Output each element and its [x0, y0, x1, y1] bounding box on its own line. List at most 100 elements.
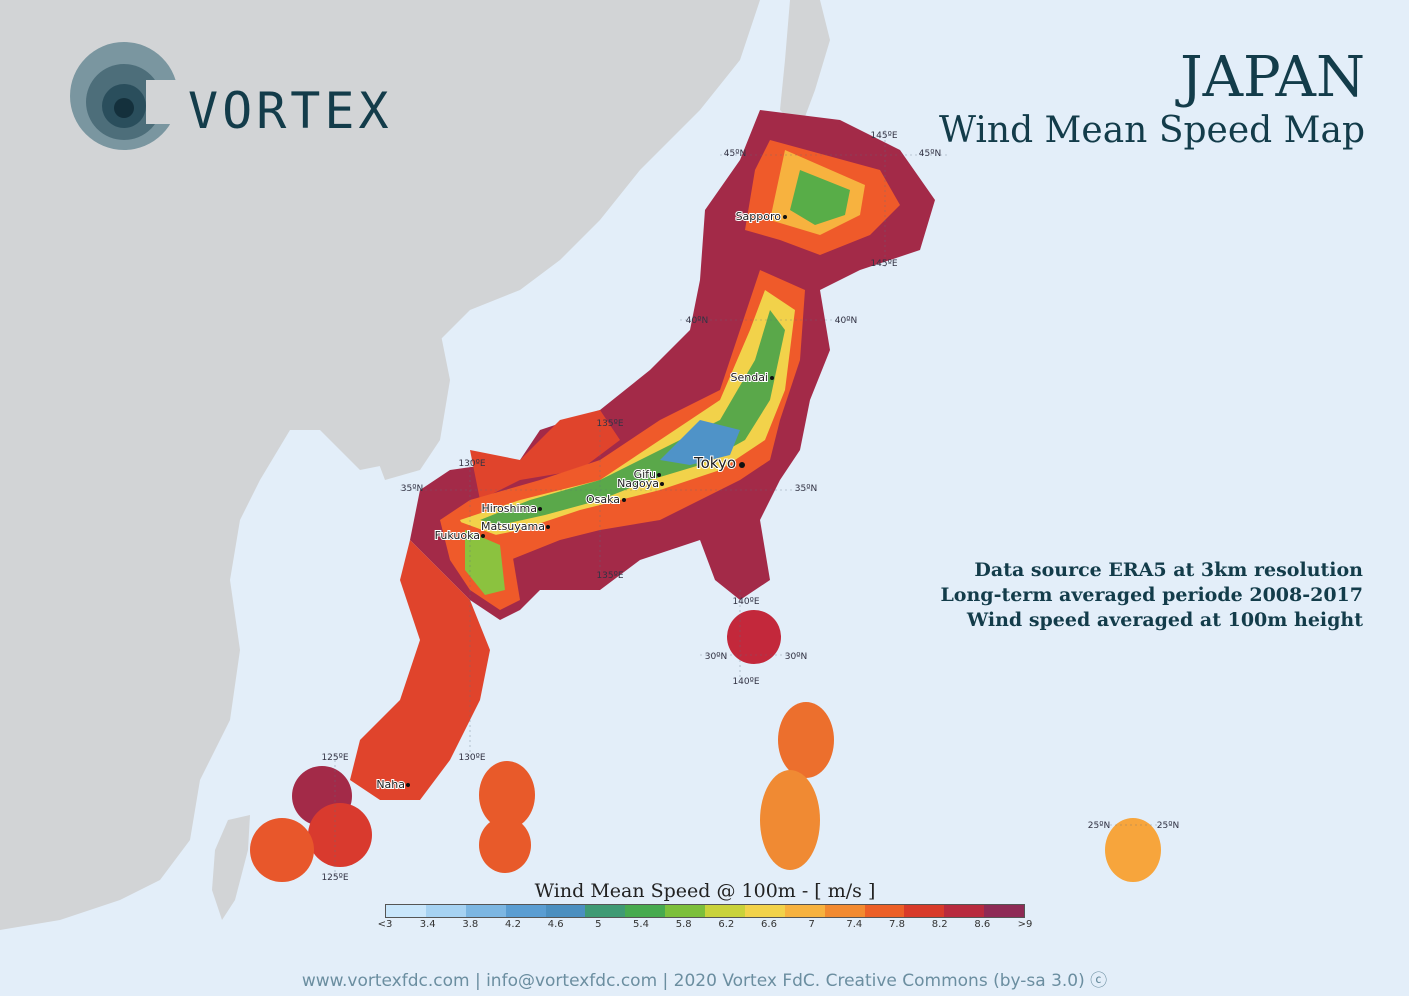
grid-label: 125ºE: [321, 873, 348, 883]
grid-label: 130ºE: [458, 753, 485, 763]
grid-label: 30ºN: [705, 652, 727, 662]
legend-swatch: [904, 905, 945, 917]
legend-tick: 8.2: [931, 919, 948, 930]
legend-swatch: [386, 905, 426, 917]
grid-label: 130ºE: [458, 459, 485, 469]
grid-label: 145ºE: [870, 131, 897, 141]
map-title-block: JAPAN Wind Mean Speed Map: [939, 48, 1365, 154]
brand-name: VORTEX: [188, 82, 393, 140]
data-source-info: Data source ERA5 at 3km resolution Long-…: [940, 558, 1363, 633]
legend-swatch: [665, 905, 705, 917]
grid-label: 125ºE: [321, 753, 348, 763]
legend-swatch: [824, 905, 865, 917]
legend-tick: <3: [377, 919, 393, 930]
city-dot: [739, 462, 745, 468]
city-osaka: Osaka: [585, 492, 626, 507]
city-nagoya: Nagoya: [616, 476, 664, 491]
city-hiroshima: Hiroshima: [480, 501, 542, 516]
legend-tick: 5.4: [633, 919, 649, 930]
legend-tick: 8.6: [974, 919, 991, 930]
grid-label: 140ºE: [732, 597, 759, 607]
legend-tick: 5.8: [675, 919, 692, 930]
city-dot: [660, 482, 664, 486]
legend-swatch: [744, 905, 785, 917]
grid-label: 35ºN: [795, 484, 817, 494]
legend-swatch: [425, 905, 466, 917]
city-dot: [538, 507, 542, 511]
legend-swatch: [545, 905, 586, 917]
grid-label: 25ºN: [1088, 821, 1110, 831]
city-label: Naha: [376, 778, 405, 791]
taiwan-island: [212, 815, 250, 920]
vortex-logo-icon: [70, 42, 180, 150]
city-dot: [546, 525, 550, 529]
grid-label: 135ºE: [596, 571, 623, 581]
legend-swatch: [984, 905, 1024, 917]
sakhalin-island: [780, 0, 830, 130]
legend-ticks: <3 3.4 3.8 4.2 4.6 5 5.4 5.8 6.2 6.6 7 7.4 7.8 8.2 8.6…: [378, 918, 1033, 932]
city-label: Osaka: [586, 493, 620, 506]
city-sapporo: Sapporo: [735, 209, 787, 224]
city-sendai: Sendai: [729, 370, 774, 385]
color-legend: Wind Mean Speed @ 100m - [ m/s ] <3 3.4 3.…: [378, 880, 1033, 932]
city-label: Fukuoka: [435, 529, 480, 542]
legend-tick: 5: [595, 919, 602, 930]
city-label: Nagoya: [617, 477, 659, 490]
grid-labels: 45ºN 45ºN 145ºE 145ºE 40ºN 40ºN 135ºE 135ºE 130º…: [321, 131, 1179, 883]
legend-colorbar: [385, 904, 1025, 918]
legend-swatch: [465, 905, 506, 917]
legend-title: Wind Mean Speed @ 100m - [ m/s ]: [534, 880, 876, 902]
city-tokyo: Tokyo: [692, 453, 745, 473]
legend-swatch: [864, 905, 905, 917]
legend-tick: 7.8: [889, 919, 905, 930]
city-gifu: Gifu: [633, 467, 661, 482]
city-dot: [622, 498, 626, 502]
legend-tick: >9: [1017, 919, 1033, 930]
grid-label: 45ºN: [919, 149, 941, 159]
legend-swatch: [705, 905, 745, 917]
legend-tick: 3.4: [419, 919, 436, 930]
grid-label: 140ºE: [732, 677, 759, 687]
land-interior: [440, 140, 900, 610]
legend-tick: 7.4: [846, 919, 863, 930]
grid-label: 40ºN: [686, 316, 708, 326]
city-label: Hiroshima: [481, 502, 537, 515]
city-dot: [657, 473, 661, 477]
grid-label: 25ºN: [1157, 821, 1179, 831]
grid-label: 40ºN: [835, 316, 857, 326]
city-dot: [770, 376, 774, 380]
creative-commons-icon: ⓒ: [1090, 971, 1108, 991]
city-label: Tokyo: [693, 454, 736, 472]
korea-peninsula: [350, 300, 450, 480]
city-naha: Naha: [375, 777, 410, 792]
legend-swatch: [784, 905, 825, 917]
country-title: JAPAN: [1180, 45, 1365, 110]
city-dot: [406, 783, 410, 787]
legend-tick: 7: [808, 919, 815, 930]
city-dot: [783, 215, 787, 219]
legend-tick: 3.8: [462, 919, 479, 930]
grid-label: 135ºE: [596, 419, 623, 429]
graticule: [334, 130, 1180, 880]
legend-tick: 4.2: [505, 919, 521, 930]
city-label: Sapporo: [736, 210, 782, 223]
vortex-brand: VORTEX: [68, 40, 488, 152]
legend-tick: 6.2: [718, 919, 735, 930]
info-line-height: Wind speed averaged at 100m height: [966, 609, 1363, 631]
city-label: Matsuyama: [481, 520, 545, 533]
info-line-period: Long-term averaged periode 2008-2017: [940, 584, 1363, 606]
grid-label: 30ºN: [785, 652, 807, 662]
legend-swatch: [625, 905, 666, 917]
grid-label: 145ºE: [870, 259, 897, 269]
city-label: Sendai: [730, 371, 768, 384]
city-label: Gifu: [634, 468, 656, 481]
city-matsuyama: Matsuyama: [480, 519, 550, 534]
city-fukuoka: Fukuoka: [434, 528, 485, 543]
footer-text: www.vortexfdc.com | info@vortexfdc.com |…: [301, 971, 1085, 991]
legend-tick: 4.6: [547, 919, 564, 930]
legend-swatch: [944, 905, 985, 917]
grid-label: 45ºN: [724, 149, 746, 159]
legend-tick: 6.6: [761, 919, 777, 930]
